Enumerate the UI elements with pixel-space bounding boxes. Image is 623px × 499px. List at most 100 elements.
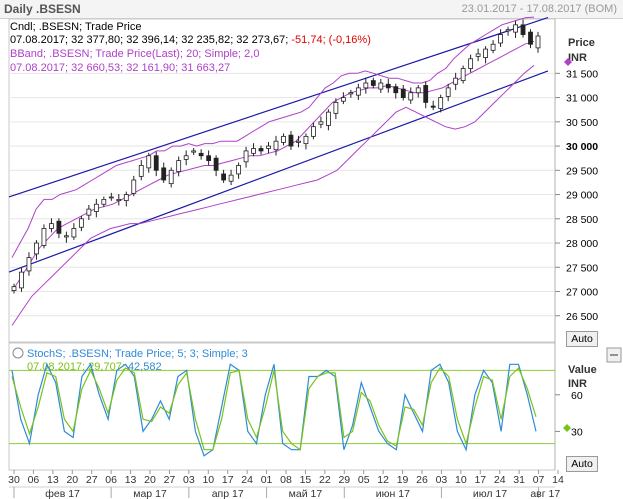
x-month-label: мар 17 [133, 488, 167, 499]
price-tick-label: 29 500 [566, 165, 598, 177]
candle-body [266, 145, 271, 149]
candle-body [325, 111, 331, 126]
stoch-d-line [11, 366, 537, 451]
x-day-tick-label: 06 [28, 474, 40, 486]
price-tick-label: 30 000 [566, 141, 598, 153]
candle-body [146, 155, 152, 169]
x-day-tick-label: 27 [86, 474, 98, 486]
bband-values: 07.08.2017; 32 660,53; 32 161,90; 31 663… [10, 62, 231, 74]
price-tick-label: 26 500 [566, 311, 598, 323]
stoch-close-icon[interactable] [12, 347, 24, 359]
candle-body [273, 140, 279, 151]
candle-body [228, 174, 234, 182]
x-day-tick-label: 07 [533, 474, 545, 486]
x-day-tick-label: 26 [416, 474, 428, 486]
candle-body [513, 24, 518, 33]
candle-body [26, 257, 32, 272]
candle-body [528, 31, 533, 45]
candle-body [475, 53, 481, 57]
candle-body [460, 68, 466, 82]
candle-body [56, 220, 62, 234]
price-tick-label: 31 500 [566, 68, 598, 80]
x-day-tick-label: 19 [397, 474, 409, 486]
stoch-tick-label: 30 [571, 426, 583, 438]
x-day-tick-label: 14 [552, 474, 564, 486]
ohlc-readout: 07.08.2017; 32 377,80; 32 396,14; 32 235… [10, 34, 371, 46]
stoch-auto-button[interactable]: Auto [566, 456, 598, 472]
candle-body [41, 228, 47, 246]
candle-body [505, 29, 511, 32]
x-day-tick-label: 08 [280, 474, 292, 486]
stoch-axis-unit: INR [568, 378, 587, 390]
x-day-tick-label: 20 [66, 474, 78, 486]
candle-body [251, 148, 256, 154]
candle-body [393, 86, 399, 94]
candle-body [453, 77, 459, 85]
candle-body [520, 24, 526, 35]
bband-legend: BBand; .BSESN; Trade Price(Last); 20; Si… [10, 48, 260, 60]
candle-body [108, 196, 114, 199]
price-axis-title: Price [568, 37, 595, 49]
candle-body [176, 160, 182, 172]
x-day-tick-label: 13 [47, 474, 59, 486]
candle-body [468, 58, 474, 69]
x-day-tick-label: 15 [300, 474, 312, 486]
candle-body [430, 105, 436, 108]
date-range: 23.01.2017 - 17.08.2017 (BOM) [461, 3, 617, 15]
price-tick-label: 31 000 [566, 93, 598, 105]
x-day-tick-label: 20 [144, 474, 156, 486]
candle-body [138, 165, 144, 177]
price-auto-button[interactable]: Auto [566, 331, 598, 347]
candle-body [438, 97, 444, 109]
candle-body [93, 203, 99, 212]
candle-body [123, 194, 129, 202]
candle-body [221, 173, 227, 181]
candle-body [400, 88, 406, 98]
price-tick-label: 27 500 [566, 262, 598, 274]
x-day-tick-label: 03 [436, 474, 448, 486]
candle-body [236, 165, 241, 175]
candle-body [318, 121, 324, 125]
price-tick-label: 27 000 [566, 287, 598, 299]
x-day-tick-label: 03 [183, 474, 195, 486]
x-day-tick-label: 24 [241, 474, 253, 486]
x-day-tick-label: 29 [338, 474, 350, 486]
candle-body [296, 140, 301, 143]
candle-body [206, 155, 212, 162]
x-month-label: июл 17 [473, 488, 507, 499]
price-tick-label: 28 000 [566, 238, 598, 250]
x-day-tick-label: 24 [494, 474, 506, 486]
scroll-button-icon[interactable] [606, 347, 622, 363]
x-month-label: май 17 [289, 488, 323, 499]
stoch-tick-label: 60 [571, 390, 583, 402]
candle-body [498, 34, 503, 44]
x-day-tick-label: 27 [164, 474, 176, 486]
candle-body [198, 152, 204, 157]
x-day-tick-label: 17 [474, 474, 486, 486]
candle-body [333, 102, 339, 114]
candle-body [415, 87, 421, 94]
candle-body [71, 228, 77, 238]
candle-body [378, 82, 384, 90]
ohlc-change: -51,74; (-0,16%) [291, 34, 371, 46]
ohlc-values: 07.08.2017; 32 377,80; 32 396,14; 32 235… [10, 34, 289, 46]
candle-body [64, 235, 69, 238]
price-tick-label: 30 500 [566, 117, 598, 129]
stoch-legend: StochS; .BSESN; Trade Price; 5; 3; Simpl… [27, 348, 248, 360]
price-tick-label: 28 500 [566, 214, 598, 226]
channel-upper-line [8, 17, 549, 198]
candle-body [445, 87, 451, 97]
x-month-label: апр 17 [212, 488, 244, 499]
x-day-tick-label: 01 [261, 474, 273, 486]
candle-body [483, 48, 489, 58]
x-day-tick-label: 30 [8, 474, 20, 486]
bband-upper-line [11, 16, 535, 258]
candle-body [281, 135, 286, 143]
candle-body [385, 83, 391, 89]
x-day-tick-label: 13 [125, 474, 137, 486]
x-day-tick-label: 17 [222, 474, 234, 486]
candle-body [161, 167, 167, 181]
x-day-tick-label: 10 [202, 474, 214, 486]
candle-body [153, 155, 159, 171]
